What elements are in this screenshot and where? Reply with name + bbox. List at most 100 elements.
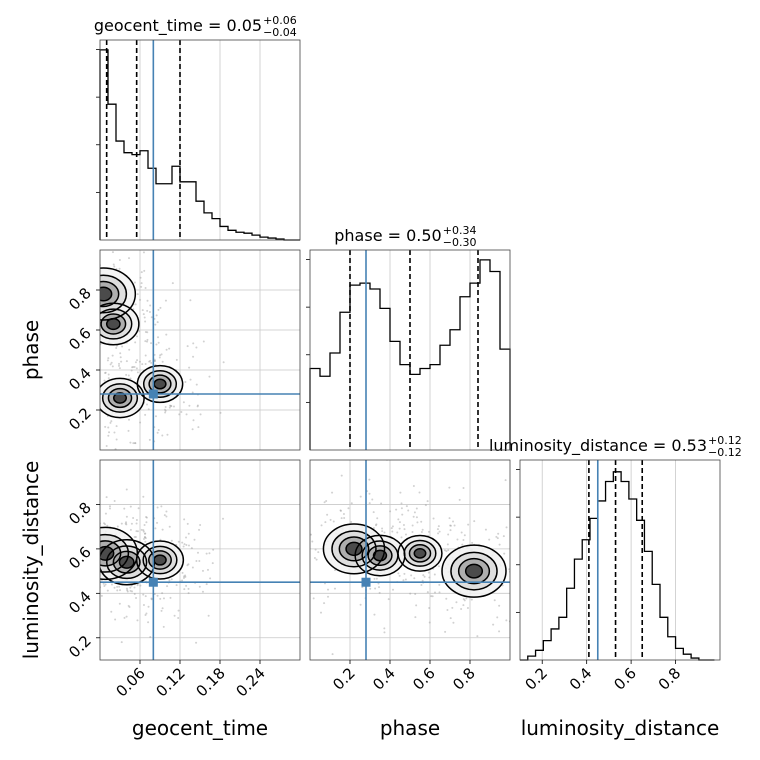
sample-point: [102, 582, 105, 585]
sample-point: [374, 524, 377, 527]
sample-point: [123, 507, 126, 510]
sample-point: [130, 522, 133, 525]
density-contour: [331, 530, 377, 568]
sample-point: [74, 268, 76, 270]
sample-point: [329, 518, 332, 521]
sample-point: [48, 540, 50, 542]
sample-point: [403, 528, 406, 531]
sample-point: [508, 568, 510, 571]
sample-point: [142, 530, 145, 533]
sample-point: [462, 598, 465, 601]
sample-point: [392, 588, 395, 591]
sample-point: [67, 287, 69, 289]
sample-point: [141, 363, 144, 366]
sample-point: [182, 577, 185, 580]
sample-point: [125, 587, 128, 590]
density-contour: [100, 545, 115, 561]
sample-point: [139, 276, 142, 279]
sample-point: [422, 574, 425, 577]
hist-step-luminosity-distance: [520, 471, 715, 661]
sample-point: [91, 316, 93, 318]
yticks-luminosity-distance: 0.2 0.4 0.6 0.8: [65, 499, 100, 661]
sample-point: [449, 524, 452, 527]
sample-point: [103, 585, 106, 588]
sample-point: [498, 604, 501, 607]
sample-point: [94, 396, 96, 398]
sample-point: [143, 536, 146, 539]
sample-point: [74, 360, 76, 362]
sample-point: [426, 591, 429, 594]
density-contour: [136, 364, 184, 404]
sample-point: [162, 597, 165, 600]
sample-point: [132, 517, 135, 520]
sample-point: [147, 621, 150, 624]
sample-point: [460, 608, 463, 611]
sample-point: [488, 538, 491, 541]
sample-point: [418, 491, 421, 494]
density-contour: [361, 540, 399, 571]
sample-point: [84, 393, 86, 395]
sample-point: [114, 618, 117, 621]
sample-point: [106, 359, 109, 362]
sample-point: [211, 562, 214, 565]
sample-point: [424, 504, 427, 507]
sample-point: [73, 395, 75, 397]
sample-point: [372, 526, 375, 529]
sample-point: [493, 599, 496, 602]
sample-point: [462, 604, 465, 607]
sample-point: [181, 571, 184, 574]
sample-point: [484, 528, 487, 531]
sample-point: [492, 623, 495, 626]
sample-point: [153, 359, 156, 362]
ytick-label: 0.8: [65, 284, 95, 314]
sample-point: [420, 531, 423, 534]
sample-point: [209, 577, 212, 580]
sample-point: [368, 478, 371, 481]
sample-point: [160, 609, 163, 612]
sample-point: [177, 616, 180, 619]
sample-point: [389, 510, 392, 513]
ytick-label: 0.6: [65, 324, 95, 354]
sample-point: [114, 448, 117, 450]
sample-point: [79, 534, 81, 536]
sample-point: [118, 267, 121, 270]
sample-point: [81, 352, 83, 354]
sample-point: [433, 573, 436, 576]
sample-point: [412, 515, 415, 518]
sample-point: [312, 597, 315, 600]
sample-point: [369, 587, 372, 590]
sample-point: [144, 540, 147, 543]
sample-point: [324, 521, 327, 524]
sample-point: [197, 426, 200, 429]
sample-point: [125, 360, 128, 363]
sample-point: [168, 406, 171, 409]
sample-point: [323, 602, 326, 605]
xtick-label: 0.6: [610, 664, 640, 694]
sample-point: [159, 306, 162, 309]
panel-frame: [99, 39, 301, 241]
sample-point: [135, 522, 138, 525]
sample-point: [66, 290, 68, 292]
sample-point: [113, 431, 116, 434]
sample-point: [118, 259, 121, 262]
sample-point: [86, 536, 88, 538]
sample-point: [94, 409, 96, 411]
sample-point: [148, 360, 151, 363]
xticks-phase: 0.2 0.4 0.6 0.8: [329, 660, 479, 694]
sample-point: [84, 584, 86, 586]
sample-point: [83, 354, 85, 356]
sample-point: [184, 575, 187, 578]
sample-point: [415, 604, 418, 607]
sample-point: [416, 521, 419, 524]
sample-point: [134, 303, 137, 306]
sample-point: [438, 583, 441, 586]
sample-point: [94, 300, 96, 302]
sample-point: [383, 631, 386, 634]
sample-point: [130, 369, 133, 372]
sample-point: [297, 564, 299, 566]
sample-point: [165, 333, 168, 336]
sample-point: [129, 441, 132, 444]
sample-point: [142, 603, 145, 606]
density-fill: [465, 564, 483, 578]
sample-point: [118, 585, 121, 588]
